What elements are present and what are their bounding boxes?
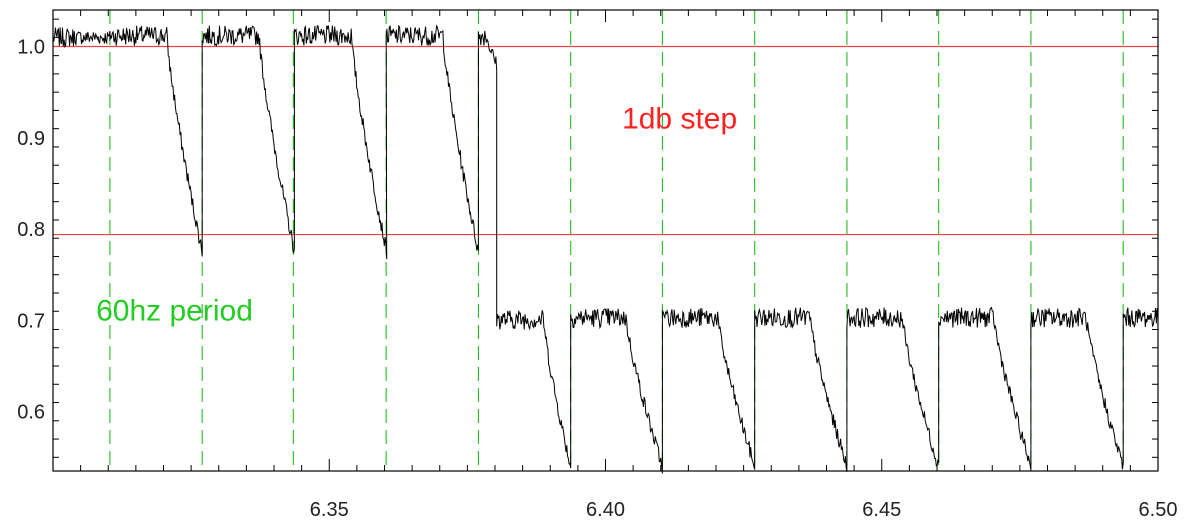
x-tick-label: 6.50 [1139,499,1178,521]
signal-trace [52,24,1159,474]
annotation-label: 60hz period [96,294,253,327]
x-tick-label: 6.45 [862,499,901,521]
annotation-label: 1db step [622,103,737,136]
x-tick-label: 6.40 [586,499,625,521]
period-markers [109,10,1124,471]
y-tick-label: 0.9 [17,128,45,150]
annotations: 1db step 60hz period [96,103,737,328]
reference-lines [53,45,1158,236]
x-tick-label: 6.35 [310,499,349,521]
axis-tick-labels: 6.35 6.40 6.45 6.50 0.6 0.7 0.8 0.9 1.0 [17,37,1177,521]
series-layer [52,24,1159,474]
plot-frame [52,9,1159,472]
y-tick-label: 0.7 [17,310,45,332]
y-tick-label: 0.6 [17,402,45,424]
axis-ticks [52,10,1159,471]
y-tick-label: 1.0 [17,37,45,59]
y-tick-label: 0.8 [17,219,45,241]
